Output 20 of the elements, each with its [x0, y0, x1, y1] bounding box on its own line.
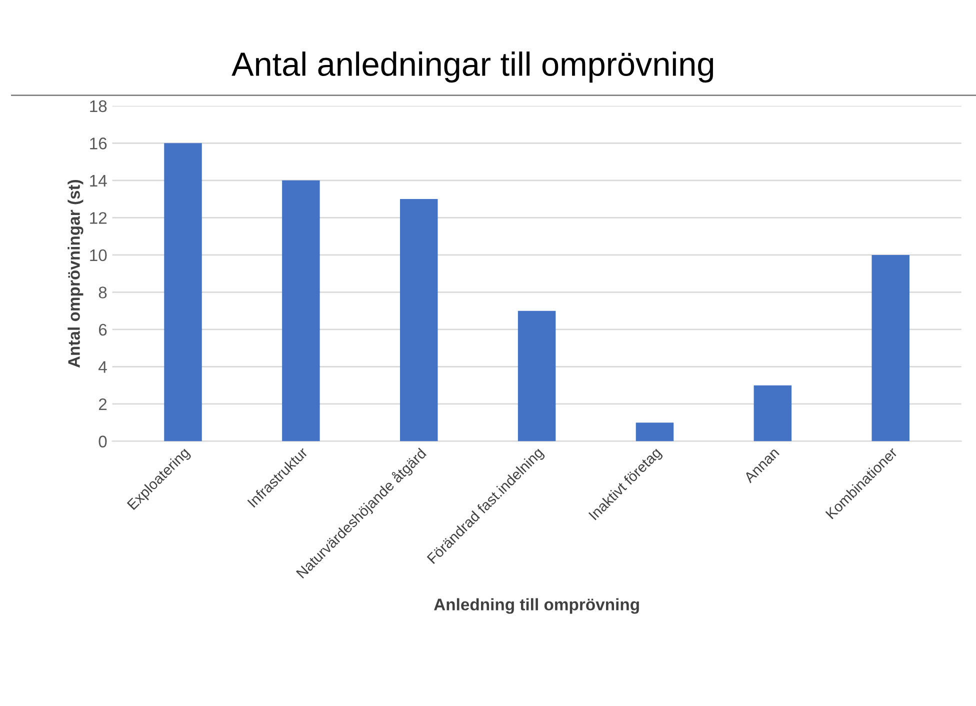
y-tick-label: 8 — [98, 286, 107, 298]
y-axis-title: Antal omprövningar (st) — [68, 180, 84, 368]
y-tick-label: 0 — [98, 436, 107, 448]
chart-title: Antal anledningar till omprövning — [232, 52, 714, 83]
y-tick-label: 12 — [90, 212, 107, 224]
y-tick-label: 16 — [90, 138, 107, 150]
bar — [282, 180, 320, 442]
y-tick-label: 10 — [90, 249, 107, 262]
bar — [400, 199, 438, 442]
y-tick-label: 4 — [98, 361, 107, 373]
y-tick-label: 18 — [90, 100, 107, 112]
y-tick-label: 6 — [98, 324, 107, 336]
x-axis-title: Anledning till omprövning — [434, 598, 639, 614]
bar — [164, 143, 202, 442]
y-tick-label: 14 — [90, 174, 107, 186]
bar — [636, 422, 674, 442]
bar — [518, 310, 556, 442]
bar — [872, 254, 910, 442]
y-tick-label: 2 — [98, 398, 107, 410]
bar — [754, 385, 792, 442]
